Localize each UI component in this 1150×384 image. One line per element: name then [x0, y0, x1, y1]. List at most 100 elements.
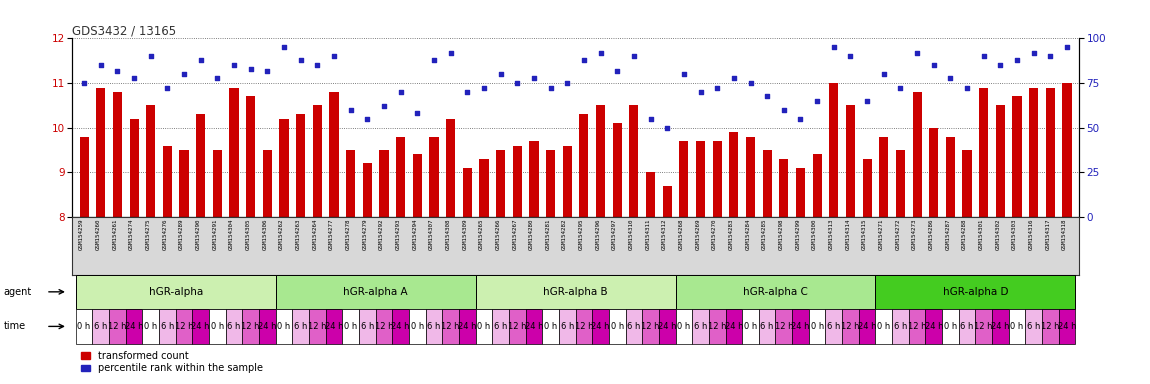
Text: GSM154312: GSM154312 [662, 219, 667, 250]
Point [1058, 44, 1076, 50]
Text: GSM154281: GSM154281 [545, 219, 551, 250]
Point [375, 103, 393, 109]
Point [291, 57, 309, 63]
Point [808, 98, 827, 104]
Text: GSM154272: GSM154272 [896, 219, 900, 250]
Bar [829, 83, 838, 217]
Point [208, 74, 227, 81]
Point [242, 66, 260, 72]
Bar [409, 309, 426, 344]
Text: GSM154275: GSM154275 [146, 219, 151, 250]
Bar [775, 309, 792, 344]
Text: GSM154298: GSM154298 [779, 219, 784, 250]
Bar [376, 309, 392, 344]
Bar [963, 150, 972, 217]
Point [825, 44, 843, 50]
Text: GSM154309: GSM154309 [462, 219, 467, 250]
Text: GSM154259: GSM154259 [79, 219, 84, 250]
Bar [543, 309, 559, 344]
Text: 24 h: 24 h [724, 322, 743, 331]
Bar [176, 309, 192, 344]
Text: GSM154318: GSM154318 [1063, 219, 1067, 250]
Text: 12 h: 12 h [841, 322, 860, 331]
Text: GSM154295: GSM154295 [578, 219, 584, 250]
Point [141, 53, 160, 59]
Point [991, 62, 1010, 68]
Bar [209, 309, 225, 344]
Text: 12 h: 12 h [775, 322, 793, 331]
Point [175, 71, 193, 77]
Text: GSM154278: GSM154278 [346, 219, 351, 250]
Text: GSM154311: GSM154311 [645, 219, 651, 250]
Point [575, 57, 593, 63]
Point [508, 80, 527, 86]
Point [858, 98, 876, 104]
Bar [292, 309, 309, 344]
Bar [796, 168, 805, 217]
Point [225, 62, 244, 68]
Text: 6 h: 6 h [294, 322, 307, 331]
Bar [380, 150, 389, 217]
Text: GSM154290: GSM154290 [196, 219, 201, 250]
Bar [880, 137, 888, 217]
Text: 6 h: 6 h [960, 322, 974, 331]
Text: GSM154284: GSM154284 [745, 219, 751, 250]
Text: 12 h: 12 h [642, 322, 660, 331]
Text: GSM154289: GSM154289 [179, 219, 184, 250]
Bar [492, 309, 509, 344]
Text: GSM154265: GSM154265 [478, 219, 484, 250]
Text: 6 h: 6 h [228, 322, 240, 331]
Text: 6 h: 6 h [627, 322, 641, 331]
Text: 6 h: 6 h [693, 322, 707, 331]
Bar [1045, 88, 1055, 217]
Bar [1042, 309, 1059, 344]
Point [958, 85, 976, 91]
Bar [476, 309, 492, 344]
Text: 0 h: 0 h [411, 322, 424, 331]
Text: 6 h: 6 h [827, 322, 841, 331]
Bar [562, 146, 572, 217]
Bar [875, 275, 1075, 309]
Text: GSM154280: GSM154280 [529, 219, 534, 250]
Point [1025, 50, 1043, 56]
Text: GSM154314: GSM154314 [845, 219, 851, 250]
Text: GSM154263: GSM154263 [296, 219, 300, 250]
Point [342, 107, 360, 113]
Text: GSM154260: GSM154260 [95, 219, 101, 250]
Text: 24 h: 24 h [858, 322, 876, 331]
Bar [159, 309, 176, 344]
Text: GSM154287: GSM154287 [945, 219, 950, 250]
Text: GSM154302: GSM154302 [996, 219, 1000, 250]
Point [358, 116, 376, 122]
Bar [908, 309, 926, 344]
Point [308, 62, 327, 68]
Text: GSM154307: GSM154307 [429, 219, 434, 250]
Point [458, 89, 476, 95]
Bar [846, 105, 856, 217]
Text: 0 h: 0 h [811, 322, 823, 331]
Bar [192, 309, 209, 344]
Text: 0 h: 0 h [544, 322, 558, 331]
Bar [76, 309, 92, 344]
Text: 24 h: 24 h [458, 322, 476, 331]
Text: GSM154279: GSM154279 [362, 219, 367, 250]
Point [159, 85, 177, 91]
Text: GSM154293: GSM154293 [396, 219, 400, 250]
Bar [309, 309, 325, 344]
Point [108, 68, 126, 74]
Bar [929, 127, 938, 217]
Bar [392, 309, 409, 344]
Bar [875, 309, 892, 344]
Bar [459, 309, 476, 344]
Bar [243, 309, 259, 344]
Point [724, 74, 743, 81]
Bar [975, 309, 992, 344]
Point [192, 57, 210, 63]
Text: GSM154261: GSM154261 [113, 219, 117, 250]
Bar [76, 275, 276, 309]
Text: 24 h: 24 h [125, 322, 144, 331]
Text: GSM154285: GSM154285 [762, 219, 767, 250]
Bar [480, 159, 489, 217]
Bar [213, 150, 222, 217]
Bar [862, 159, 872, 217]
